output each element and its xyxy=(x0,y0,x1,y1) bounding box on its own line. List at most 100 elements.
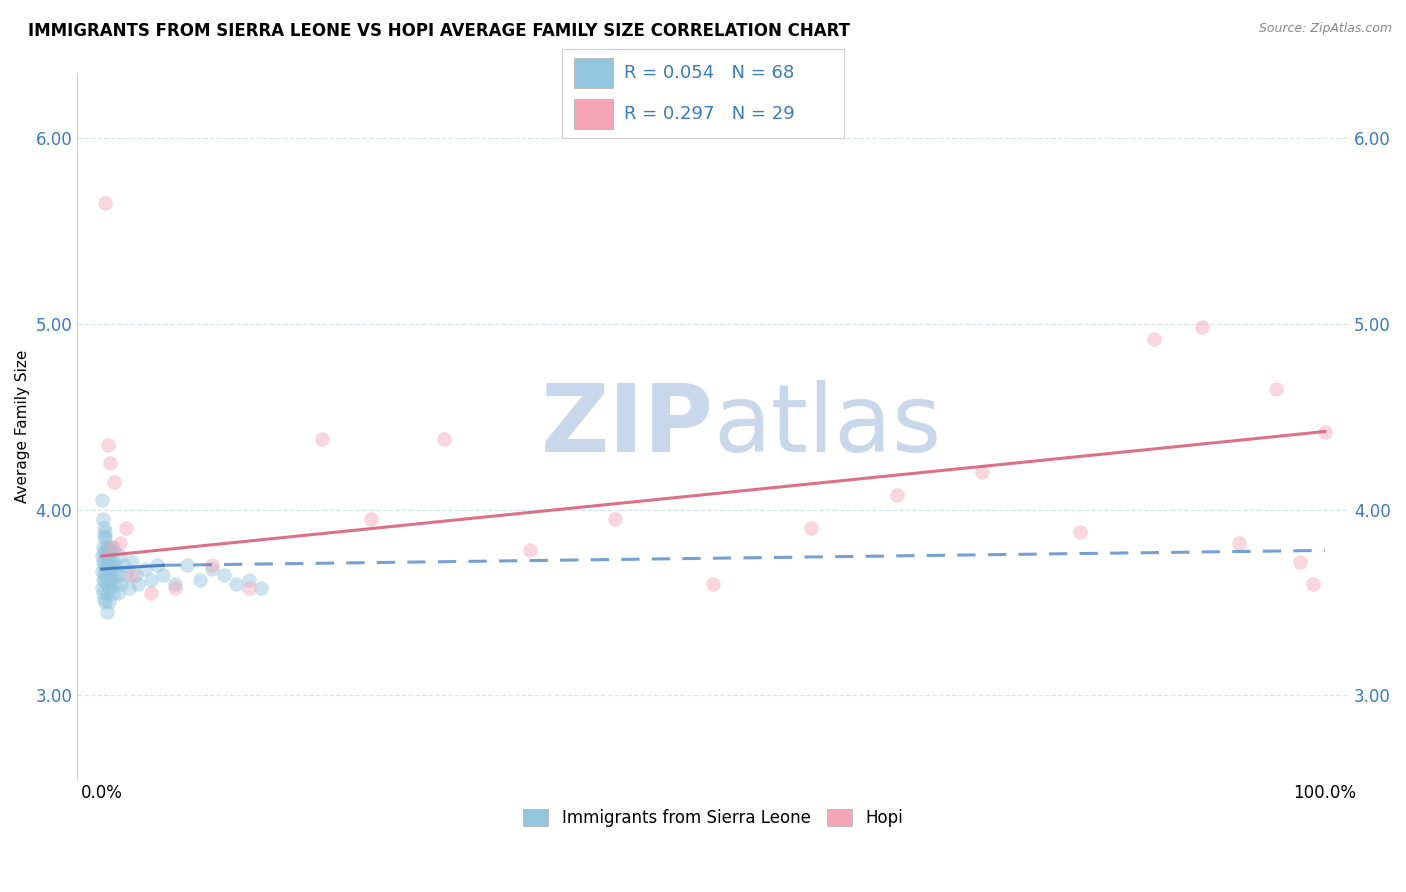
Point xyxy=(90,549,112,563)
Point xyxy=(101,586,124,600)
Point xyxy=(98,543,121,558)
Point xyxy=(103,562,125,576)
Point xyxy=(110,577,132,591)
Point xyxy=(972,466,994,480)
Point xyxy=(121,555,143,569)
Point xyxy=(238,573,260,587)
Point xyxy=(91,555,114,569)
Point xyxy=(249,581,271,595)
Point xyxy=(1069,524,1091,539)
Point xyxy=(100,540,122,554)
Point xyxy=(127,577,149,591)
Point xyxy=(93,567,115,582)
Point xyxy=(201,558,224,573)
Point xyxy=(311,432,333,446)
Point xyxy=(96,540,118,554)
Text: IMMIGRANTS FROM SIERRA LEONE VS HOPI AVERAGE FAMILY SIZE CORRELATION CHART: IMMIGRANTS FROM SIERRA LEONE VS HOPI AVE… xyxy=(28,22,851,40)
Text: R = 0.054   N = 68: R = 0.054 N = 68 xyxy=(624,64,794,82)
Point xyxy=(96,549,118,563)
Text: atlas: atlas xyxy=(713,380,942,472)
Point xyxy=(108,536,131,550)
Point xyxy=(97,543,120,558)
Point xyxy=(97,555,120,569)
Point xyxy=(201,562,224,576)
Point xyxy=(98,558,121,573)
Point xyxy=(225,577,247,591)
Point xyxy=(98,581,121,595)
Point xyxy=(800,521,823,535)
Point xyxy=(91,586,114,600)
Point xyxy=(94,524,117,539)
Point xyxy=(93,591,115,606)
Point xyxy=(97,586,120,600)
Point xyxy=(97,562,120,576)
Point xyxy=(702,577,724,591)
Point xyxy=(94,196,117,211)
Point xyxy=(94,595,117,609)
Point xyxy=(103,475,125,489)
Text: R = 0.297   N = 29: R = 0.297 N = 29 xyxy=(624,105,794,123)
FancyBboxPatch shape xyxy=(574,99,613,129)
FancyBboxPatch shape xyxy=(574,58,613,88)
Point xyxy=(360,512,382,526)
Point xyxy=(91,573,114,587)
Point xyxy=(886,488,908,502)
Point xyxy=(93,545,115,559)
Point xyxy=(96,577,118,591)
Point xyxy=(165,577,187,591)
Point xyxy=(433,432,456,446)
Point xyxy=(605,512,627,526)
Point xyxy=(134,562,156,576)
Point xyxy=(108,567,131,582)
Point xyxy=(152,567,174,582)
Legend: Immigrants from Sierra Leone, Hopi: Immigrants from Sierra Leone, Hopi xyxy=(516,803,910,834)
Point xyxy=(139,573,162,587)
Point xyxy=(97,437,120,451)
Point xyxy=(90,564,112,578)
Y-axis label: Average Family Size: Average Family Size xyxy=(15,350,30,502)
Point xyxy=(104,577,127,591)
Point xyxy=(519,543,541,558)
Point xyxy=(108,549,131,563)
Point xyxy=(1264,382,1286,396)
Text: ZIP: ZIP xyxy=(540,380,713,472)
Point xyxy=(112,558,135,573)
Point xyxy=(238,581,260,595)
Point xyxy=(118,581,141,595)
Point xyxy=(100,540,122,554)
Point xyxy=(94,530,117,544)
Point xyxy=(1191,320,1213,334)
Point xyxy=(1142,332,1164,346)
Point xyxy=(100,573,122,587)
Point xyxy=(101,555,124,569)
Point xyxy=(98,456,121,470)
Point xyxy=(96,605,118,619)
Text: Source: ZipAtlas.com: Source: ZipAtlas.com xyxy=(1258,22,1392,36)
Point xyxy=(91,540,114,554)
Point xyxy=(90,493,112,508)
Point xyxy=(125,567,148,582)
Point xyxy=(165,581,187,595)
Point xyxy=(105,558,128,573)
Point xyxy=(103,543,125,558)
Point xyxy=(115,567,138,582)
Point xyxy=(146,558,169,573)
Point xyxy=(188,573,211,587)
Point xyxy=(94,549,117,563)
Point xyxy=(90,581,112,595)
Point xyxy=(94,573,117,587)
Point xyxy=(98,562,121,576)
Point xyxy=(107,586,129,600)
Point xyxy=(91,512,114,526)
Point xyxy=(176,558,198,573)
Point xyxy=(96,540,118,554)
Point xyxy=(139,586,162,600)
Point xyxy=(94,564,117,578)
Point xyxy=(93,530,115,544)
Point xyxy=(121,567,143,582)
Point xyxy=(98,595,121,609)
Point xyxy=(1227,536,1250,550)
Point xyxy=(98,555,121,569)
Point xyxy=(100,567,122,582)
Point xyxy=(93,558,115,573)
